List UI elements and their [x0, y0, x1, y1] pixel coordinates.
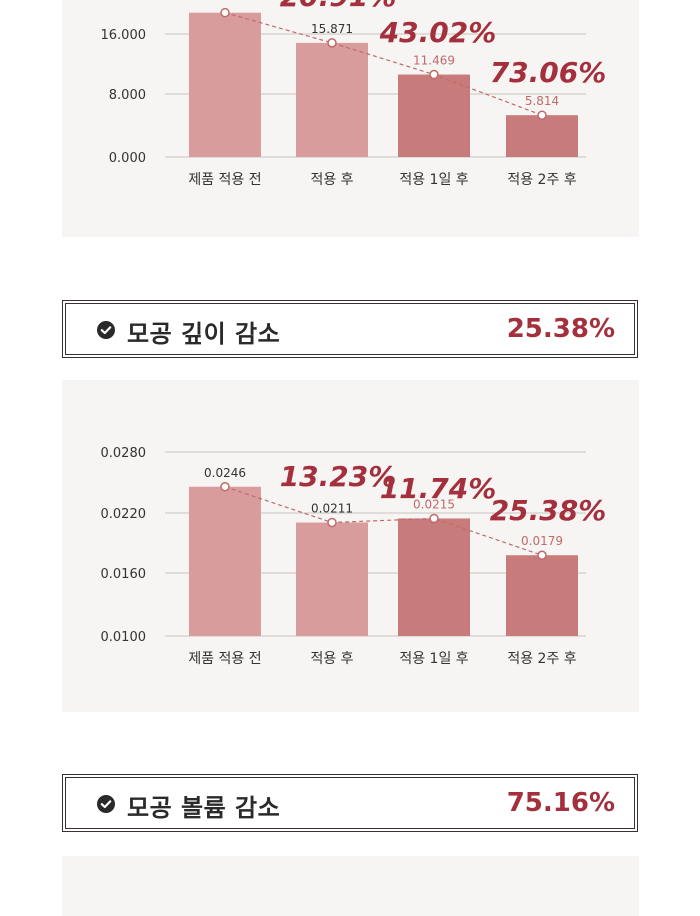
bar [189, 12, 261, 157]
trend-marker [220, 7, 230, 18]
bar [189, 486, 261, 636]
x-category-label: 제품 적용 전 [188, 172, 261, 188]
reduction-percent-label: 25.38% [490, 494, 607, 527]
check-circle-icon [97, 321, 115, 339]
reduction-percent-label: 11.74% [380, 472, 497, 505]
y-tick-label: 0.0160 [101, 567, 147, 582]
pore-volume-banner: 모공 볼륨 감소 75.16% [62, 774, 638, 832]
trend-line [224, 486, 543, 556]
bar [398, 74, 470, 157]
data-label: 15.871 [311, 22, 353, 36]
bar-chart-top: 0.000 8.000 16.000 제품 적용 전 적용 후 적용 1일 후 적용 2주 … [101, 0, 607, 188]
trend-marker [327, 38, 337, 48]
bar [296, 42, 368, 157]
x-category-label: 적용 1일 후 [399, 651, 468, 667]
y-tick-label: 0.0280 [101, 446, 147, 461]
reduction-percent-label: 20.91% [280, 0, 397, 13]
bar [398, 518, 470, 636]
data-label: 0.0179 [521, 534, 563, 548]
data-label: 0.0246 [204, 466, 246, 480]
x-category-label: 적용 후 [310, 651, 353, 667]
y-tick-label: 0.0100 [101, 630, 147, 645]
trend-marker [327, 517, 337, 528]
trend-marker [537, 550, 547, 560]
data-label: 5.814 [525, 94, 559, 108]
trend-marker [429, 69, 439, 80]
pore-depth-value: 25.38% [506, 314, 615, 344]
reduction-percent-label: 43.02% [379, 16, 497, 49]
reduction-percent-label: 73.06% [490, 56, 607, 89]
bar-chart-pore-depth: 0.0100 0.0160 0.0220 0.0280 제품 적용 전 적용 후 적용 1일… [101, 446, 607, 667]
check-circle-icon [97, 795, 115, 813]
y-tick-label: 0.000 [109, 151, 146, 166]
bar [506, 115, 578, 157]
trend-marker [429, 513, 439, 524]
y-tick-label: 16.000 [101, 28, 147, 43]
trend-marker [537, 110, 547, 120]
data-label: 0.0211 [311, 502, 353, 516]
pore-depth-banner: 모공 깊이 감소 25.38% [62, 300, 638, 358]
x-category-label: 적용 1일 후 [399, 172, 468, 188]
reduction-percent-label: 13.23% [280, 460, 397, 493]
pore-volume-title: 모공 볼륨 감소 [127, 794, 281, 822]
trend-line [224, 12, 543, 116]
x-category-label: 적용 후 [310, 172, 353, 188]
bar [506, 555, 578, 636]
trend-marker [220, 482, 230, 492]
x-category-label: 적용 2주 후 [507, 172, 576, 188]
pore-depth-title: 모공 깊이 감소 [127, 320, 281, 348]
chart-panel-bottom [62, 856, 639, 916]
data-label: 11.469 [413, 54, 455, 68]
y-tick-label: 0.0220 [101, 507, 147, 522]
bar [296, 522, 368, 636]
data-label: 0.0215 [413, 497, 455, 511]
x-category-label: 제품 적용 전 [188, 651, 261, 667]
pore-volume-value: 75.16% [506, 788, 615, 818]
x-category-label: 적용 2주 후 [507, 651, 576, 667]
y-tick-label: 8.000 [109, 88, 146, 103]
